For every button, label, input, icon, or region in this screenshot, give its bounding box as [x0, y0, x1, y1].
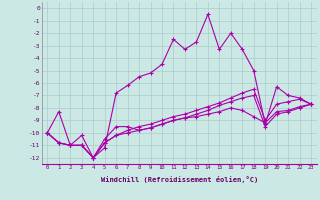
X-axis label: Windchill (Refroidissement éolien,°C): Windchill (Refroidissement éolien,°C) [100, 176, 258, 183]
